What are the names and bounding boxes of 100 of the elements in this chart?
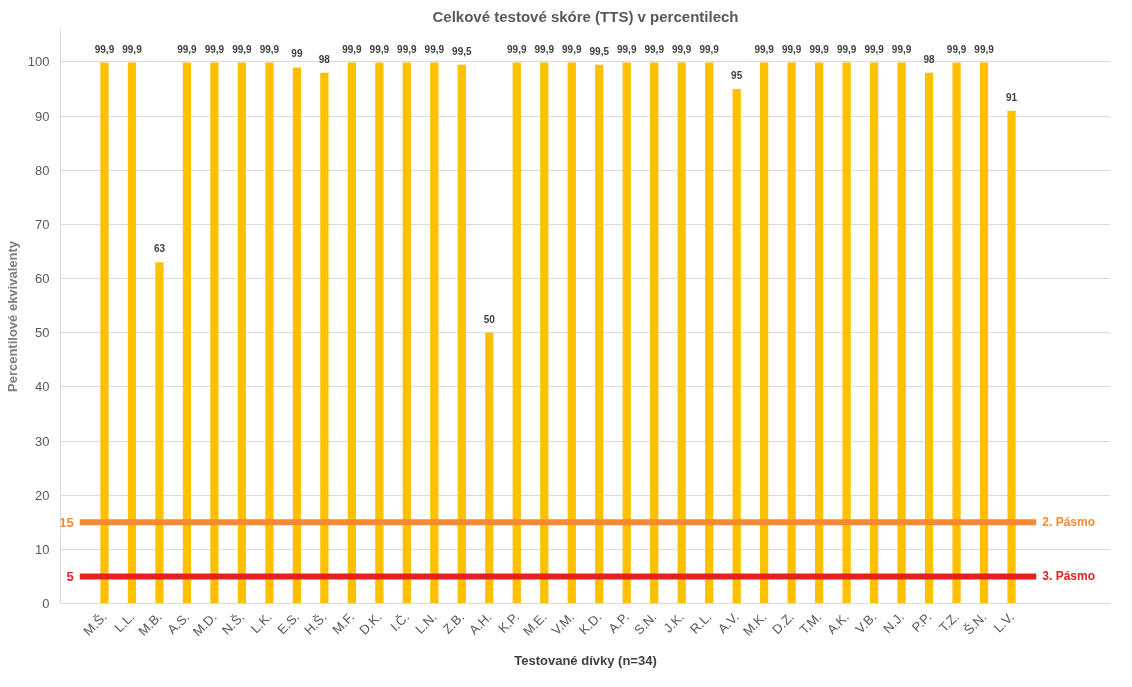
x-tick-label: A.V.: [714, 609, 742, 637]
x-tick-label: M.F.: [329, 609, 358, 638]
bar: [787, 62, 796, 604]
x-tick-label: N.Š.: [218, 609, 248, 638]
bar: [512, 62, 521, 604]
data-label: 99,9: [342, 43, 363, 55]
data-label: 99,9: [204, 43, 225, 55]
y-tick-label: 100: [27, 54, 50, 70]
x-tick-label: M.E.: [520, 609, 550, 639]
x-tick-label: Š.N.: [960, 609, 990, 638]
text: 5: [66, 568, 74, 584]
data-label: 50: [483, 313, 496, 325]
x-tick-label: M.Š.: [80, 609, 110, 639]
bar: [842, 62, 851, 604]
data-label: 99,9: [699, 43, 720, 55]
data-label: 98: [923, 53, 936, 65]
x-tick-label: E.S.: [274, 609, 303, 638]
data-label: 99,9: [177, 43, 198, 55]
ref-line-label: 2. Pásmo: [1042, 515, 1095, 530]
bar: [292, 67, 302, 604]
bar: [265, 62, 274, 604]
x-tick-label: M.B.: [135, 609, 165, 639]
data-label: 99,9: [974, 43, 995, 55]
bar: [924, 72, 934, 604]
x-tick-label: L.L.: [111, 609, 138, 636]
bar: [540, 62, 549, 604]
x-tick-label: V.M.: [548, 609, 578, 638]
x-tick-label: H.Š.: [301, 609, 330, 638]
bar: [210, 62, 219, 604]
data-label: 99,9: [232, 43, 253, 55]
data-label: 99,9: [836, 43, 857, 55]
data-label: 99,9: [259, 43, 280, 55]
data-label: 99,9: [754, 43, 775, 55]
bar: [182, 62, 192, 604]
x-tick-label: M.K.: [739, 609, 770, 639]
bar: [375, 62, 384, 604]
x-tick-label: L.K.: [247, 609, 275, 637]
y-tick-label: 0: [42, 596, 50, 611]
y-tick-label: 50: [35, 325, 50, 341]
data-label: 99,9: [507, 43, 527, 55]
data-label: 98: [318, 53, 331, 65]
bar: [155, 262, 164, 604]
data-label: 99,9: [617, 43, 637, 55]
data-label: 99,9: [864, 43, 885, 55]
bar: [952, 62, 961, 604]
x-tick-label: K.D.: [576, 609, 605, 638]
bar: [760, 62, 769, 604]
x-tick-label: L.N.: [412, 609, 440, 637]
x-tick-label: Z.B.: [439, 609, 468, 637]
text: 15: [59, 514, 74, 530]
bar: [650, 62, 659, 604]
data-label: 99,5: [452, 45, 472, 57]
x-tick-label: K.P.: [495, 609, 523, 636]
y-tick-label: 20: [35, 487, 50, 503]
y-tick-label: 10: [35, 541, 50, 557]
chart-title: Celkové testové skóre (TTS) v percentilech: [432, 7, 739, 25]
y-tick-label: 40: [35, 379, 50, 395]
x-tick-label: A.K.: [823, 609, 852, 638]
data-label: 99,9: [369, 43, 390, 55]
y-tick-label: 70: [35, 216, 50, 232]
bar: [979, 62, 989, 604]
data-label: 99,9: [94, 43, 115, 55]
data-label: 99,9: [424, 43, 445, 55]
data-label: 99,5: [589, 45, 610, 57]
y-tick-label: 80: [35, 162, 50, 178]
data-label: 99,9: [562, 43, 582, 55]
x-tick-label: T.Z.: [935, 609, 962, 636]
x-tick-label: I.Č.: [387, 609, 413, 635]
bar: [815, 62, 824, 604]
y-tick-label: 60: [35, 271, 50, 287]
bar: [1007, 110, 1016, 604]
bar: [622, 62, 631, 604]
x-tick-label: D.K.: [356, 609, 385, 638]
x-tick-label: T.M.: [796, 609, 825, 638]
data-label: 99,9: [122, 43, 143, 55]
x-tick-label: L.V.: [990, 609, 1017, 636]
x-axis-title: Testované dívky (n=34): [514, 652, 657, 668]
data-label: 99,9: [809, 43, 830, 55]
bar: [347, 62, 356, 604]
data-label: 99,9: [534, 43, 555, 55]
bar: [595, 64, 604, 604]
bar: [485, 332, 494, 604]
data-label: 99,9: [891, 43, 912, 55]
y-tick-label: 90: [35, 108, 50, 124]
bar: [127, 62, 137, 604]
bar: [567, 62, 576, 604]
data-label: 99,9: [644, 43, 665, 55]
bar: [897, 62, 906, 604]
x-tick-label: A.P.: [605, 609, 633, 636]
bar: [677, 62, 686, 604]
x-tick-label: P.P.: [908, 609, 935, 635]
data-label: 99,9: [671, 43, 692, 55]
x-tick-label: V.B.: [852, 609, 880, 637]
bar: [705, 62, 714, 604]
data-label: 99,9: [781, 43, 802, 55]
data-label: 95: [731, 70, 743, 82]
bar: [320, 72, 329, 604]
bar: [402, 62, 411, 604]
x-tick-label: R.L.: [687, 609, 715, 637]
data-label: 99,9: [397, 43, 418, 55]
